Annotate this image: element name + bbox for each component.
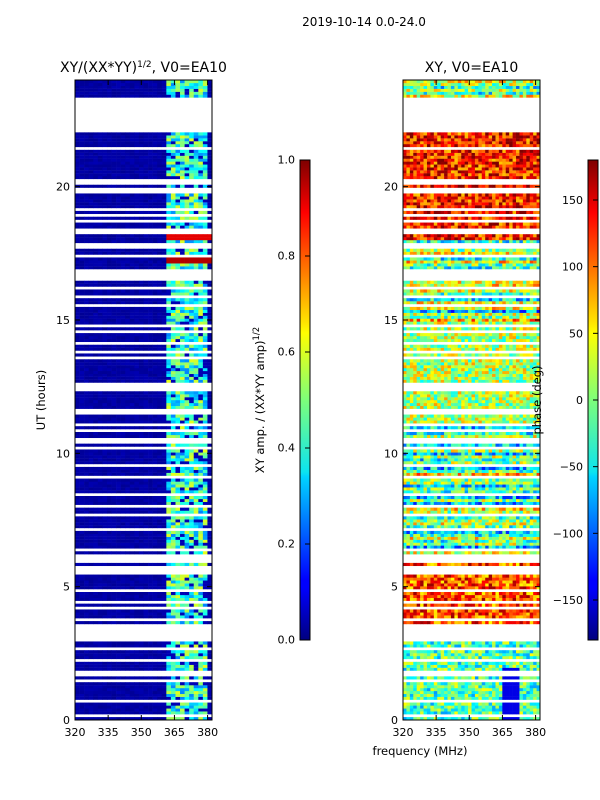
left-colorbar-tick-label: 0.2 [278,538,296,551]
left-heatmap [75,80,212,720]
right-panel: XY, V0=EA10 320 335 350 365 380 0 5 10 15 20 [384,60,546,739]
right-ytick-label: 15 [384,314,398,327]
left-panel: XY/(XX*YY)1/2, V0=EA10 320 335 350 365 380 0 5… [34,60,227,739]
figure-suptitle: 2019-10-14 0.0-24.0 [302,15,426,29]
left-colorbar-tick-label: 0.8 [278,250,296,263]
right-ytick-label: 20 [384,181,398,194]
left-panel-title: XY/(XX*YY)1/2, V0=EA10 [60,60,227,76]
right-colorbar-label: phase (deg) [530,365,544,434]
right-colorbar: 150 100 50 0 −50 −100 −150 phase (deg) [530,159,599,641]
left-xtick-label: 380 [197,726,218,739]
right-ytick-label: 5 [391,581,398,594]
right-colorbar-tick-label: 0 [576,394,583,407]
left-colorbar-tick-label: 0.6 [278,346,296,359]
left-xtick-label: 320 [65,726,86,739]
left-colorbar-gradient [299,159,311,641]
right-colorbar-tick-label: −50 [560,461,583,474]
right-xtick-label: 335 [426,726,447,739]
left-axes-frame [74,79,213,721]
right-ytick-label: 10 [384,447,398,460]
left-ytick-label: 20 [56,181,70,194]
right-colorbar-tick-label: 100 [562,261,583,274]
left-xtick-label: 365 [164,726,185,739]
left-ytick-label: 10 [56,447,70,460]
x-axis-label: frequency (MHz) [373,744,468,758]
left-colorbar-tick-label: 1.0 [278,154,296,167]
left-ytick-label: 5 [63,581,70,594]
left-xtick-label: 350 [131,726,152,739]
right-ticks: 320 335 350 365 380 0 5 10 15 20 [384,80,546,739]
right-xtick-label: 365 [492,726,513,739]
left-ylabel: UT (hours) [34,370,48,430]
right-xtick-label: 320 [393,726,414,739]
right-ytick-label: 0 [391,714,398,727]
left-ticks: 320 335 350 365 380 0 5 10 15 20 [56,80,218,739]
left-colorbar-ticks: 0.0 0.2 0.4 0.6 0.8 1.0 [278,154,310,647]
right-colorbar-tick-label: 150 [562,194,583,207]
right-axes-frame [402,79,541,721]
left-ytick-label: 0 [63,714,70,727]
right-colorbar-tick-label: −100 [553,527,583,540]
left-colorbar: 0.0 0.2 0.4 0.6 0.8 1.0 XY amp. / (XX*YY amp)… [252,154,311,647]
right-xtick-label: 350 [459,726,480,739]
left-xtick-label: 335 [98,726,119,739]
right-heatmap [403,80,540,720]
right-colorbar-tick-label: −150 [553,594,583,607]
left-colorbar-tick-label: 0.0 [278,634,296,647]
right-xtick-label: 380 [525,726,546,739]
right-colorbar-ticks: 150 100 50 0 −50 −100 −150 [553,194,598,607]
right-colorbar-tick-label: 50 [569,327,583,340]
left-colorbar-tick-label: 0.4 [278,442,296,455]
left-colorbar-label: XY amp. / (XX*YY amp)1/2 [252,327,267,473]
left-ytick-label: 15 [56,314,70,327]
right-panel-title: XY, V0=EA10 [425,60,519,76]
